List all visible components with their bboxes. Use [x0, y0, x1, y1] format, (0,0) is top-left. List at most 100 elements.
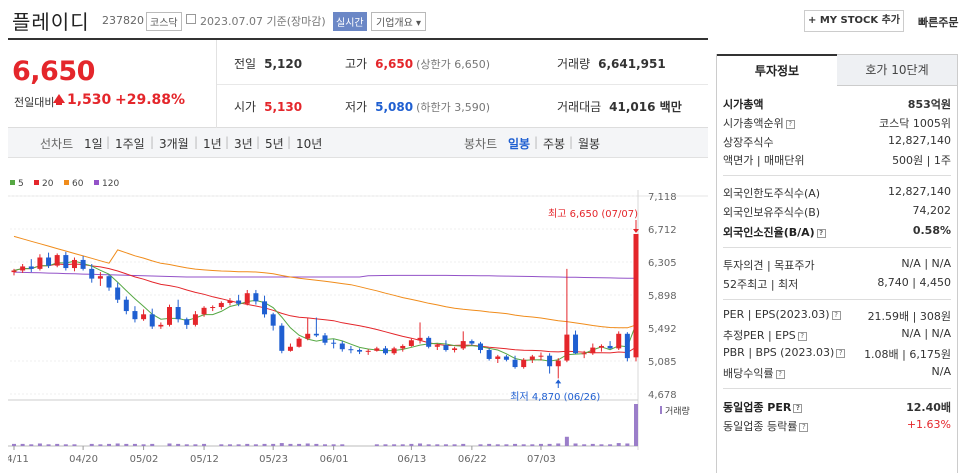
date-text: 2023.07.07 기준(장마감): [200, 15, 326, 28]
info-row-pbr-bps: PBR | BPS (2023.03)? 1.08배 | 6,175원: [723, 346, 951, 361]
candle-body: [581, 353, 587, 355]
volume-bar: [599, 444, 604, 446]
period-3m[interactable]: 3개월: [159, 137, 189, 151]
period-weekly[interactable]: 주봉: [543, 137, 566, 151]
volume-bar: [132, 443, 137, 446]
volume-bar: [478, 444, 483, 446]
volume-bar: [608, 444, 613, 446]
x-tick-label: 05/23: [259, 454, 288, 465]
candle-chart-label: 봉차트: [464, 137, 498, 151]
y-tick-label: 4,678: [648, 390, 677, 401]
candle-body: [339, 343, 345, 350]
volume-bar: [29, 444, 34, 446]
info-icon[interactable]: ?: [775, 369, 785, 379]
candle-body: [512, 359, 518, 368]
legend-label: 20: [42, 179, 54, 189]
info-icon[interactable]: ?: [785, 119, 795, 129]
info-row-52week: 52주최고 | 최저 8,740 | 4,450: [723, 276, 951, 291]
company-overview-button[interactable]: 기업개요 ▾: [371, 12, 426, 31]
realtime-button[interactable]: 실시간: [333, 12, 367, 31]
candle-body: [20, 266, 26, 271]
low-price: 저가 5,080 (하한가 3,590): [345, 100, 490, 114]
candle-body: [97, 276, 103, 279]
period-5y[interactable]: 5년: [265, 137, 284, 151]
info-row-foreign-held: 외국인보유주식수(B) 74,202: [723, 204, 951, 219]
volume-bar: [418, 443, 423, 446]
info-row-opinion: 투자의견 | 목표주가 N/A | N/A: [723, 257, 951, 272]
high-price: 고가 6,650 (상한가 6,650): [345, 57, 490, 71]
candle-body: [253, 293, 259, 302]
volume-bar: [297, 443, 302, 446]
change-value: 1,530: [67, 92, 112, 108]
volume-bar: [262, 443, 267, 446]
period-daily[interactable]: 일봉: [508, 137, 531, 151]
candle-body: [417, 337, 423, 341]
candle-body: [547, 355, 553, 367]
info-row-dividend: 배당수익률? N/A: [723, 365, 951, 380]
volume-bar: [340, 444, 345, 446]
volume-bar: [374, 444, 379, 446]
volume-bar: [305, 443, 310, 446]
period-1w[interactable]: 1주일: [115, 137, 145, 151]
candle-body: [218, 302, 224, 308]
volume-bar: [443, 444, 448, 446]
legend-swatch: [94, 180, 99, 185]
candle-body: [564, 334, 570, 361]
candle-body: [201, 307, 207, 315]
candle-body: [279, 325, 285, 351]
candle-body: [184, 319, 190, 325]
info-icon[interactable]: ?: [793, 403, 803, 413]
stock-chart[interactable]: 5 20 60 120 7,118 6,712 6,305 5,898 5,492 5,085 4,…: [0, 172, 708, 473]
info-row-est-per: 추정PER | EPS? N/A | N/A: [723, 327, 951, 342]
candle-body: [175, 307, 181, 320]
candle-body: [106, 276, 112, 288]
legend-label: 5: [18, 179, 24, 189]
candle-body: [633, 233, 639, 358]
x-tick-label: 04/20: [69, 454, 98, 465]
info-row-market-cap: 시가총액 853억원: [723, 98, 951, 111]
period-1y[interactable]: 1년: [203, 137, 222, 151]
legend-swatch: [64, 180, 69, 185]
candle-body: [365, 350, 371, 352]
volume-bar: [504, 444, 509, 446]
add-mystock-button[interactable]: + MY STOCK 추가: [804, 10, 904, 32]
volume-bar: [12, 443, 16, 446]
candlestick-chart-svg[interactable]: 5 20 60 120 7,118 6,712 6,305 5,898 5,492 5,085 4,…: [0, 172, 708, 473]
candle-body: [495, 356, 501, 359]
volume-bar: [236, 444, 241, 446]
volume-bar: [202, 443, 207, 446]
period-3y[interactable]: 3년: [234, 137, 253, 151]
info-icon[interactable]: ?: [816, 228, 826, 238]
candle-body: [149, 314, 155, 327]
volume-bar: [245, 443, 250, 446]
period-10y[interactable]: 10년: [296, 137, 323, 151]
x-tick-label: 05/12: [190, 454, 219, 465]
period-1d[interactable]: 1일: [84, 137, 103, 151]
period-monthly[interactable]: 월봉: [578, 137, 601, 151]
info-icon[interactable]: ?: [797, 331, 807, 341]
candle-body: [573, 334, 579, 354]
volume-bar: [98, 444, 103, 446]
info-row-per-eps: PER | EPS(2023.03)? 21.59배 | 308원: [723, 308, 951, 323]
quick-order-link[interactable]: 빠른주문: [918, 16, 959, 29]
y-tick-label: 7,118: [648, 192, 677, 203]
candle-body: [123, 299, 129, 312]
volume-bar: [426, 444, 431, 446]
tab-investment-info[interactable]: 투자정보: [717, 54, 837, 86]
divider: [216, 40, 217, 128]
volume-bar: [564, 436, 569, 446]
volume-bar: [530, 444, 535, 446]
candle-body: [89, 268, 95, 279]
info-icon[interactable]: ?: [831, 310, 841, 320]
info-icon[interactable]: ?: [799, 422, 809, 432]
change-percent: +29.88%: [115, 92, 186, 108]
min-price-label: 최저 4,870 (06/26): [510, 391, 600, 403]
candle-body: [616, 333, 622, 349]
candle-body: [426, 337, 432, 347]
volume-bar: [573, 443, 578, 446]
info-icon[interactable]: ?: [836, 348, 846, 358]
candle-body: [313, 333, 319, 336]
tab-order-book[interactable]: 호가 10단계: [837, 54, 957, 86]
max-price-label: 최고 6,650 (07/07): [548, 208, 638, 220]
volume-bar: [150, 443, 155, 446]
